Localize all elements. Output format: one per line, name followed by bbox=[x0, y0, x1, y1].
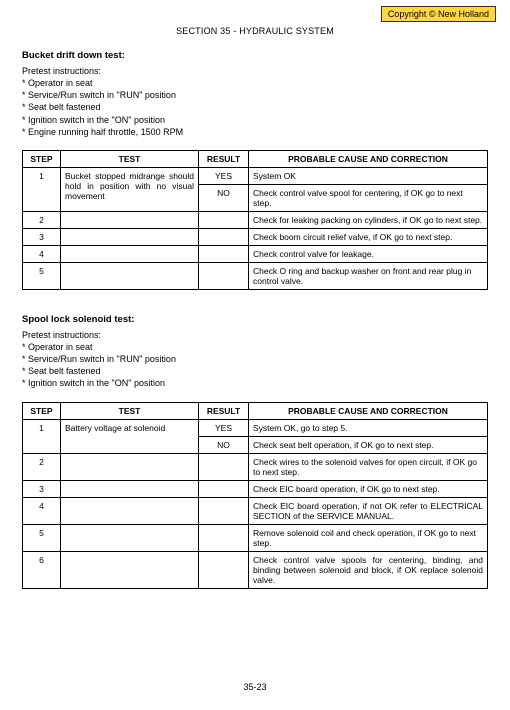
pretest-item: * Engine running half throttle, 1500 RPM bbox=[22, 126, 488, 138]
cell-test bbox=[61, 480, 199, 497]
cell-cause: Remove solenoid coil and check operation… bbox=[249, 524, 488, 551]
col-test: TEST bbox=[61, 150, 199, 167]
pretest-item: * Seat belt fastened bbox=[22, 101, 488, 113]
cell-result bbox=[199, 453, 249, 480]
cell-cause: System OK bbox=[249, 167, 488, 184]
table-row: 2 Check wires to the solenoid valves for… bbox=[23, 453, 488, 480]
pretest-item: * Ignition switch in the "ON" position bbox=[22, 114, 488, 126]
cell-step: 3 bbox=[23, 228, 61, 245]
section-header: SECTION 35 - HYDRAULIC SYSTEM bbox=[22, 26, 488, 36]
cell-cause: Check O ring and backup washer on front … bbox=[249, 262, 488, 289]
test1-pretest: Pretest instructions: * Operator in seat… bbox=[22, 65, 488, 138]
table-row: 4 Check EIC board operation, if not OK r… bbox=[23, 497, 488, 524]
cell-step: 2 bbox=[23, 211, 61, 228]
cell-step: 1 bbox=[23, 167, 61, 211]
cell-result bbox=[199, 551, 249, 588]
cell-cause: System OK, go to step 5. bbox=[249, 419, 488, 436]
cell-cause: Check wires to the solenoid valves for o… bbox=[249, 453, 488, 480]
cell-cause: Check for leaking packing on cylinders, … bbox=[249, 211, 488, 228]
col-step: STEP bbox=[23, 150, 61, 167]
cell-result bbox=[199, 211, 249, 228]
test2-pretest: Pretest instructions: * Operator in seat… bbox=[22, 329, 488, 390]
cell-test bbox=[61, 245, 199, 262]
col-result: RESULT bbox=[199, 402, 249, 419]
cell-step: 2 bbox=[23, 453, 61, 480]
cell-cause: Check boom circuit relief valve, if OK g… bbox=[249, 228, 488, 245]
copyright-badge: Copyright © New Holland bbox=[381, 6, 496, 22]
cell-result bbox=[199, 480, 249, 497]
table-row: 2 Check for leaking packing on cylinders… bbox=[23, 211, 488, 228]
cell-step: 1 bbox=[23, 419, 61, 453]
pretest-label: Pretest instructions: bbox=[22, 329, 488, 341]
col-cause: PROBABLE CAUSE AND CORRECTION bbox=[249, 402, 488, 419]
cell-test bbox=[61, 453, 199, 480]
cell-test bbox=[61, 211, 199, 228]
cell-test bbox=[61, 497, 199, 524]
pretest-item: * Operator in seat bbox=[22, 77, 488, 89]
cell-step: 5 bbox=[23, 262, 61, 289]
cell-cause: Check control valve for leakage. bbox=[249, 245, 488, 262]
cell-step: 6 bbox=[23, 551, 61, 588]
cell-result: YES bbox=[199, 419, 249, 436]
cell-cause: Check seat belt operation, if OK go to n… bbox=[249, 436, 488, 453]
pretest-item: * Seat belt fastened bbox=[22, 365, 488, 377]
test1-table: STEP TEST RESULT PROBABLE CAUSE AND CORR… bbox=[22, 150, 488, 290]
col-step: STEP bbox=[23, 402, 61, 419]
cell-result bbox=[199, 262, 249, 289]
pretest-item: * Ignition switch in the "ON" position bbox=[22, 377, 488, 389]
cell-result: NO bbox=[199, 436, 249, 453]
cell-result: YES bbox=[199, 167, 249, 184]
cell-cause: Check control valve spool for centering,… bbox=[249, 184, 488, 211]
test1-title: Bucket drift down test: bbox=[22, 50, 488, 61]
col-result: RESULT bbox=[199, 150, 249, 167]
cell-test bbox=[61, 262, 199, 289]
page-content: SECTION 35 - HYDRAULIC SYSTEM Bucket dri… bbox=[0, 0, 510, 589]
table-row: 3 Check boom circuit relief valve, if OK… bbox=[23, 228, 488, 245]
cell-cause: Check EIC board operation, if OK go to n… bbox=[249, 480, 488, 497]
cell-cause: Check control valve spools for centering… bbox=[249, 551, 488, 588]
pretest-label: Pretest instructions: bbox=[22, 65, 488, 77]
cell-test bbox=[61, 551, 199, 588]
pretest-item: * Operator in seat bbox=[22, 341, 488, 353]
table-row: 4 Check control valve for leakage. bbox=[23, 245, 488, 262]
cell-test: Bucket stopped midrange should hold in p… bbox=[61, 167, 199, 211]
table-header-row: STEP TEST RESULT PROBABLE CAUSE AND CORR… bbox=[23, 402, 488, 419]
test2-title: Spool lock solenoid test: bbox=[22, 314, 488, 325]
pretest-item: * Service/Run switch in "RUN" position bbox=[22, 353, 488, 365]
cell-step: 4 bbox=[23, 497, 61, 524]
cell-result bbox=[199, 228, 249, 245]
pretest-item: * Service/Run switch in "RUN" position bbox=[22, 89, 488, 101]
cell-result bbox=[199, 497, 249, 524]
page-number: 35-23 bbox=[0, 682, 510, 692]
cell-test bbox=[61, 228, 199, 245]
test2-table: STEP TEST RESULT PROBABLE CAUSE AND CORR… bbox=[22, 402, 488, 589]
cell-test bbox=[61, 524, 199, 551]
col-test: TEST bbox=[61, 402, 199, 419]
table-header-row: STEP TEST RESULT PROBABLE CAUSE AND CORR… bbox=[23, 150, 488, 167]
table-row: 5 Remove solenoid coil and check operati… bbox=[23, 524, 488, 551]
cell-test: Battery voltage at solenoid bbox=[61, 419, 199, 453]
table-row: 6 Check control valve spools for centeri… bbox=[23, 551, 488, 588]
cell-cause: Check EIC board operation, if not OK ref… bbox=[249, 497, 488, 524]
col-cause: PROBABLE CAUSE AND CORRECTION bbox=[249, 150, 488, 167]
table-row: 5 Check O ring and backup washer on fron… bbox=[23, 262, 488, 289]
cell-result: NO bbox=[199, 184, 249, 211]
cell-step: 3 bbox=[23, 480, 61, 497]
table-row: 1 Bucket stopped midrange should hold in… bbox=[23, 167, 488, 184]
cell-result bbox=[199, 245, 249, 262]
cell-step: 5 bbox=[23, 524, 61, 551]
table-row: 3 Check EIC board operation, if OK go to… bbox=[23, 480, 488, 497]
cell-step: 4 bbox=[23, 245, 61, 262]
cell-result bbox=[199, 524, 249, 551]
table-row: 1 Battery voltage at solenoid YES System… bbox=[23, 419, 488, 436]
